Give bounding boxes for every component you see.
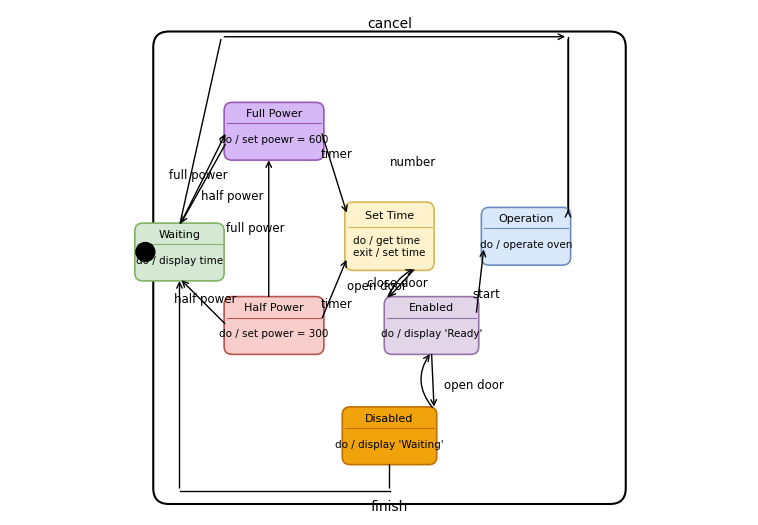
- Circle shape: [136, 243, 155, 261]
- Text: full power: full power: [168, 170, 227, 182]
- FancyBboxPatch shape: [224, 297, 324, 354]
- Text: Full Power: Full Power: [246, 109, 302, 119]
- Text: half power: half power: [201, 191, 263, 203]
- Text: half power: half power: [174, 293, 237, 306]
- Text: Disabled: Disabled: [365, 414, 414, 424]
- Text: Half Power: Half Power: [244, 303, 304, 313]
- Text: open door: open door: [347, 280, 407, 292]
- Text: do / display 'Ready': do / display 'Ready': [381, 329, 482, 340]
- Text: timer: timer: [321, 298, 353, 311]
- Text: Set Time: Set Time: [365, 211, 414, 221]
- Text: finish: finish: [371, 500, 409, 513]
- FancyBboxPatch shape: [135, 223, 224, 281]
- Text: open door: open door: [443, 380, 503, 392]
- Text: do / display time: do / display time: [136, 256, 223, 266]
- Text: do / set power = 300: do / set power = 300: [219, 329, 329, 340]
- Text: do / get time
exit / set time: do / get time exit / set time: [353, 236, 426, 258]
- Text: Operation: Operation: [498, 214, 554, 224]
- FancyBboxPatch shape: [481, 207, 571, 265]
- Text: timer: timer: [321, 149, 353, 161]
- FancyBboxPatch shape: [345, 202, 434, 270]
- Text: close door: close door: [367, 277, 428, 290]
- Text: cancel: cancel: [367, 17, 412, 30]
- FancyBboxPatch shape: [384, 297, 479, 354]
- Text: do / operate oven: do / operate oven: [480, 240, 572, 250]
- Text: number: number: [390, 156, 437, 169]
- FancyBboxPatch shape: [224, 102, 324, 160]
- Text: do / set poewr = 600: do / set poewr = 600: [219, 135, 329, 145]
- Text: Enabled: Enabled: [409, 303, 454, 313]
- FancyBboxPatch shape: [343, 407, 437, 465]
- Text: do / display 'Waiting': do / display 'Waiting': [335, 439, 444, 450]
- Text: full power: full power: [227, 222, 285, 235]
- Text: start: start: [473, 288, 500, 300]
- Text: Waiting: Waiting: [158, 230, 201, 240]
